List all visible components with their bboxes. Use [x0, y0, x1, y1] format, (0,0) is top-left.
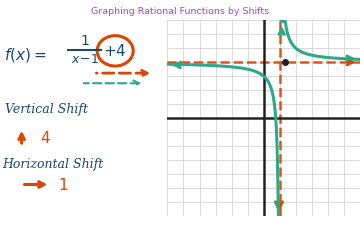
Text: Vertical Shift: Vertical Shift	[5, 103, 89, 116]
Text: Horizontal Shift: Horizontal Shift	[2, 158, 103, 171]
Text: $\mathit{f(x)=}$: $\mathit{f(x)=}$	[4, 46, 46, 64]
Text: $+4$: $+4$	[103, 43, 127, 59]
Text: $x\!-\!1$: $x\!-\!1$	[71, 54, 99, 66]
Text: Graphing Rational Functions by Shifts: Graphing Rational Functions by Shifts	[91, 7, 269, 16]
Text: $1$: $1$	[58, 176, 68, 193]
Text: $4$: $4$	[40, 130, 50, 146]
Text: $1$: $1$	[80, 34, 89, 48]
